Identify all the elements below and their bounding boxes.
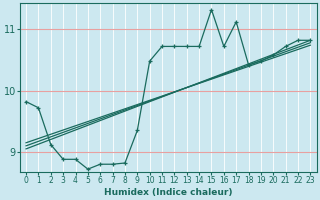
X-axis label: Humidex (Indice chaleur): Humidex (Indice chaleur) [104, 188, 232, 197]
